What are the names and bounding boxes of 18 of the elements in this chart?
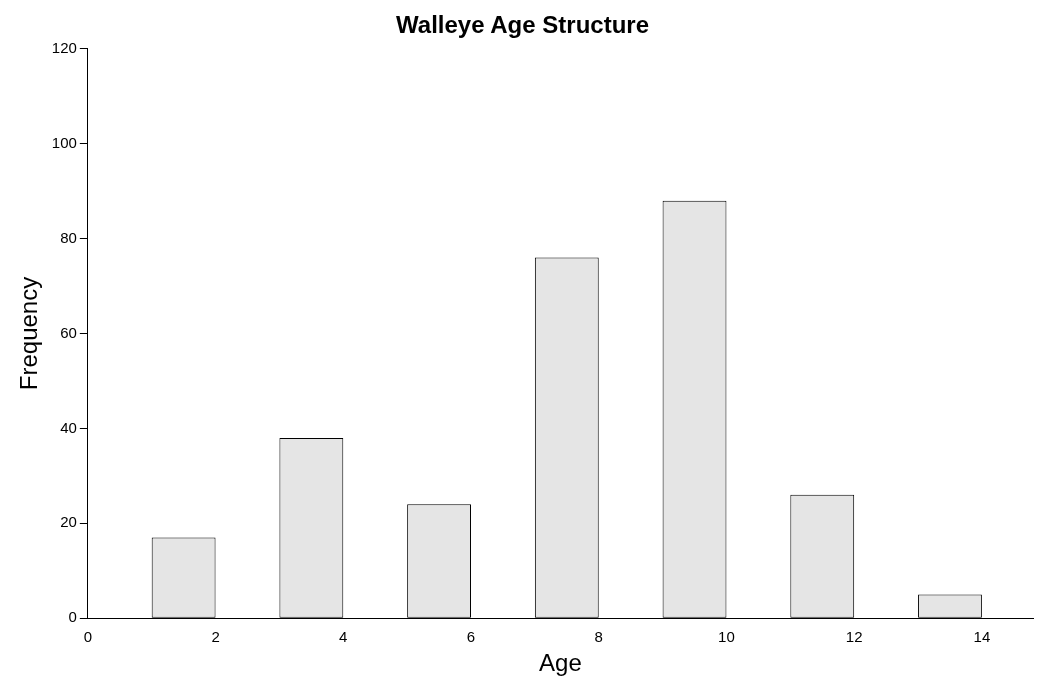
y-tick-label: 120	[51, 38, 77, 56]
x-tick-label: 14	[973, 628, 991, 646]
y-tick-label: 100	[51, 133, 77, 151]
y-axis-title: Frequency	[15, 276, 43, 391]
chart-title: Walleye Age Structure	[396, 11, 649, 39]
y-tick-label: 40	[60, 418, 77, 436]
x-tick-label: 4	[339, 628, 348, 646]
y-tick-label: 80	[60, 228, 77, 246]
y-tick-label: 60	[60, 323, 77, 341]
y-tick-label: 0	[68, 608, 77, 626]
x-axis-title: Age	[539, 649, 582, 677]
x-tick-label: 0	[83, 628, 92, 646]
y-tick-label: 20	[60, 513, 77, 531]
x-tick-label: 6	[466, 628, 476, 646]
x-tick-label: 2	[211, 628, 220, 646]
x-tick-label: 12	[845, 628, 863, 646]
x-tick-label: 10	[718, 628, 735, 646]
x-tick-label: 8	[594, 628, 603, 646]
